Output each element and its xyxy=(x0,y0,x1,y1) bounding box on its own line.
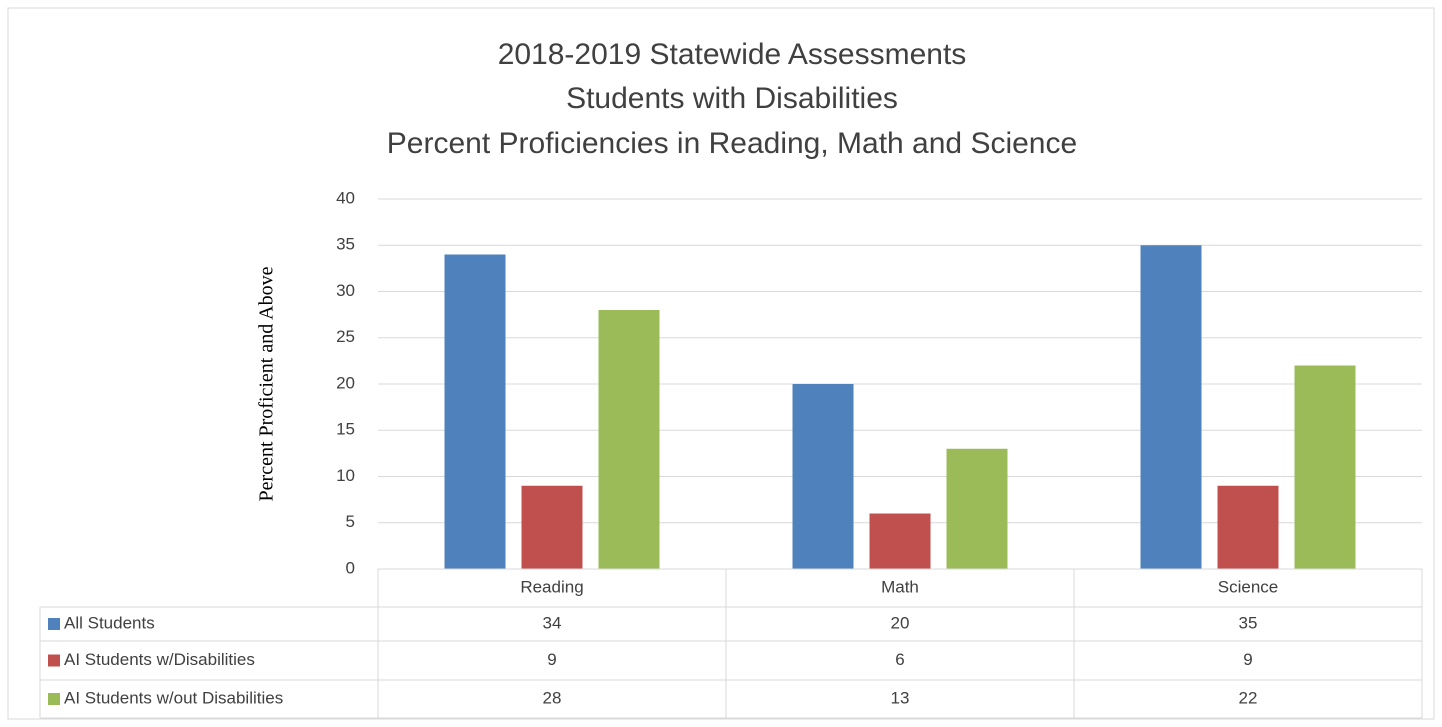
legend-label: All Students xyxy=(64,613,155,632)
table-value: 35 xyxy=(1239,613,1258,632)
table-value: 22 xyxy=(1239,688,1258,707)
chart-title: 2018-2019 Statewide Assessments xyxy=(498,38,967,71)
table-value: 28 xyxy=(543,688,562,707)
y-tick-label: 30 xyxy=(336,281,355,300)
y-tick-label: 15 xyxy=(336,420,355,439)
chart-title: Percent Proficiencies in Reading, Math a… xyxy=(387,127,1077,160)
bar xyxy=(444,254,506,569)
x-tick-label: Math xyxy=(881,577,919,596)
bar xyxy=(598,310,660,569)
x-tick-label: Reading xyxy=(520,577,583,596)
y-tick-label: 35 xyxy=(336,235,355,254)
table-value: 6 xyxy=(895,650,904,669)
bar xyxy=(869,513,931,569)
y-tick-label: 10 xyxy=(336,466,355,485)
legend-swatch xyxy=(48,618,60,630)
x-tick-label: Science xyxy=(1218,577,1278,596)
y-axis-label: Percent Proficient and Above xyxy=(256,266,278,501)
chart-title: Students with Disabilities xyxy=(566,82,898,115)
y-tick-label: 25 xyxy=(336,327,355,346)
bar xyxy=(792,384,854,569)
bar xyxy=(1294,365,1356,569)
bar xyxy=(521,485,583,569)
y-tick-label: 0 xyxy=(346,558,355,577)
table-value: 20 xyxy=(891,613,910,632)
y-tick-label: 5 xyxy=(346,512,355,531)
table-value: 34 xyxy=(543,613,562,632)
table-value: 9 xyxy=(547,650,556,669)
legend-label: AI Students w/Disabilities xyxy=(64,650,255,669)
legend-label: AI Students w/out Disabilities xyxy=(64,688,283,707)
legend-swatch xyxy=(48,693,60,705)
table-value: 13 xyxy=(891,688,910,707)
legend-swatch xyxy=(48,654,60,667)
bar xyxy=(1140,245,1202,569)
chart-border xyxy=(7,7,1435,720)
bar xyxy=(946,448,1008,569)
y-tick-label: 20 xyxy=(336,373,355,392)
y-tick-label: 40 xyxy=(336,188,355,207)
table-value: 9 xyxy=(1243,650,1252,669)
bar xyxy=(1217,485,1279,569)
